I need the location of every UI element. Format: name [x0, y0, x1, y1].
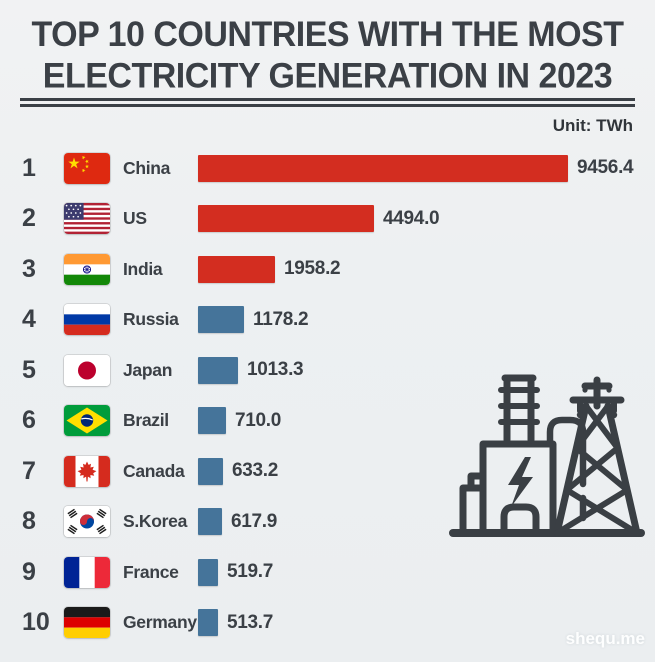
country-label: S.Korea — [123, 511, 188, 532]
value-label: 710.0 — [235, 409, 282, 431]
skorea-flag-icon — [64, 506, 110, 538]
country-label: US — [123, 208, 147, 229]
france-flag-icon — [64, 556, 110, 588]
country-label: India — [123, 258, 163, 279]
germany-flag-icon — [64, 607, 110, 639]
rank-label: 10 — [22, 608, 50, 637]
chart-row: 9 France 519.7 — [0, 547, 655, 598]
rank-label: 5 — [22, 355, 36, 384]
value-label: 617.9 — [231, 510, 278, 532]
bar-chart: 1 China 9456.4 2 — [0, 143, 655, 648]
country-label: Brazil — [123, 410, 169, 431]
page-title: TOP 10 COUNTRIES WITH THE MOST ELECTRICI… — [0, 0, 655, 97]
watermark: shequ.me — [565, 629, 645, 648]
rank-label: 4 — [22, 305, 36, 334]
country-label: Russia — [123, 309, 179, 330]
chart-row: 7 Canada 633.2 — [0, 446, 655, 497]
chart-row: 5 Japan 1013.3 — [0, 345, 655, 396]
us-flag-icon — [64, 203, 110, 235]
chart-row: 6 Brazil 710.0 — [0, 396, 655, 447]
unit-label: Unit: TWh — [552, 116, 633, 135]
china-flag-icon — [64, 152, 110, 184]
bar — [198, 457, 223, 485]
rank-label: 1 — [22, 153, 36, 182]
value-label: 1178.2 — [253, 308, 309, 330]
bar — [198, 255, 275, 283]
page-title-line2: ELECTRICITY GENERATION IN 2023 — [42, 56, 613, 96]
bar — [198, 205, 374, 233]
header: TOP 10 COUNTRIES WITH THE MOST ELECTRICI… — [0, 0, 655, 136]
rank-label: 2 — [22, 204, 36, 233]
value-label: 513.7 — [227, 611, 274, 633]
canada-flag-icon — [64, 455, 110, 487]
bar — [198, 508, 222, 536]
value-label: 1013.3 — [247, 359, 304, 381]
page-title-line1: TOP 10 COUNTRIES WITH THE MOST — [31, 14, 624, 55]
country-label: France — [123, 561, 179, 582]
bar — [198, 154, 568, 182]
country-label: China — [123, 157, 171, 178]
bar — [198, 306, 244, 334]
country-label: Canada — [123, 460, 185, 481]
rank-label: 6 — [22, 406, 36, 435]
rank-label: 9 — [22, 557, 36, 586]
japan-flag-icon — [64, 354, 110, 386]
chart-row: 1 China 9456.4 — [0, 143, 655, 194]
country-label: Germany — [123, 612, 197, 633]
title-underline — [20, 98, 635, 107]
value-label: 519.7 — [227, 561, 274, 583]
value-label: 9456.4 — [577, 157, 634, 179]
chart-row: 3 India 1958.2 — [0, 244, 655, 295]
rank-label: 3 — [22, 254, 36, 283]
rank-label: 8 — [22, 507, 36, 536]
india-flag-icon — [64, 253, 110, 285]
bar — [198, 407, 226, 435]
chart-row: 4 Russia 1178.2 — [0, 295, 655, 346]
chart-row: 2 US 4494.0 — [0, 194, 655, 245]
bar — [198, 356, 238, 384]
value-label: 1958.2 — [284, 258, 341, 280]
value-label: 633.2 — [232, 460, 279, 482]
country-label: Japan — [123, 359, 173, 380]
chart-row: 10 Germany 513.7 — [0, 598, 655, 649]
brazil-flag-icon — [64, 405, 110, 437]
rank-label: 7 — [22, 456, 36, 485]
value-label: 4494.0 — [383, 207, 440, 229]
chart-row: 8 S.Korea — [0, 497, 655, 548]
power-plant-icon — [446, 370, 648, 540]
bar — [198, 609, 218, 637]
bar — [198, 558, 218, 586]
russia-flag-icon — [64, 304, 110, 336]
